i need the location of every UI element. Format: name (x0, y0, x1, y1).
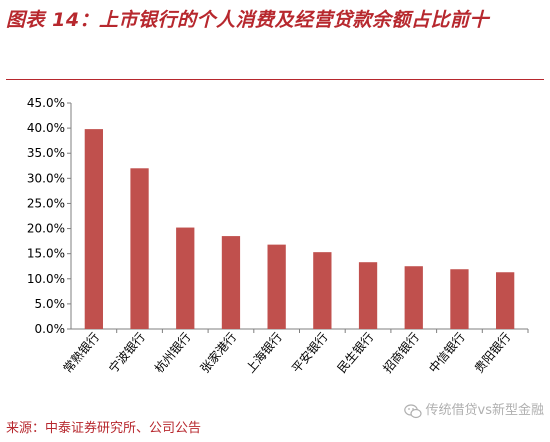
y-tick-label: 20.0% (27, 222, 65, 236)
watermark: 传统借贷vs新型金融 (403, 402, 544, 420)
bar-2 (130, 168, 149, 329)
x-tick-label: 中信银行 (425, 329, 467, 375)
bar-10 (496, 272, 515, 329)
x-tick-label: 杭州银行 (151, 329, 193, 375)
bar-4 (221, 236, 241, 329)
x-tick-label: 招商银行 (380, 329, 422, 375)
bar-chart: 0.0% 5.0% 10.0% 15.0% 20.0% 25.0% 30.0% 35.0% 40… (27, 96, 529, 376)
y-tick-label: 0.0% (35, 322, 66, 336)
bar-7 (358, 262, 378, 329)
x-tick-label: 常熟银行 (60, 329, 102, 375)
x-tick-label: 民生银行 (335, 330, 377, 376)
x-tick-label: 平安银行 (288, 329, 330, 375)
y-tick-label: 45.0% (27, 96, 65, 110)
bar-8 (404, 266, 423, 329)
y-tick-label: 25.0% (27, 196, 65, 210)
x-tick-label: 宁波银行 (105, 329, 147, 375)
y-tick-label: 15.0% (27, 247, 65, 261)
y-tick-label: 40.0% (27, 121, 65, 135)
wechat-icon (403, 403, 422, 418)
y-tick-label: 35.0% (27, 146, 65, 160)
title-divider (6, 79, 544, 80)
y-tick-label: 5.0% (35, 297, 66, 311)
figure-title: 图表 14：上市银行的个人消费及经营贷款余额占比前十 (6, 9, 490, 31)
y-tick-label: 10.0% (27, 272, 65, 286)
y-tick-label: 30.0% (27, 171, 65, 185)
watermark-text: 传统借贷vs新型金融 (425, 403, 544, 418)
chart-bars (84, 129, 515, 329)
bar-1 (84, 129, 103, 329)
x-tick-label: 张家港行 (197, 329, 239, 375)
bar-5 (267, 244, 286, 329)
bar-9 (450, 269, 469, 329)
bar-3 (176, 227, 195, 329)
x-tick-label: 上海银行 (243, 329, 285, 375)
source-note: 来源：中泰证券研究所、公司公告 (6, 421, 202, 436)
x-tick-label: 贵阳银行 (472, 330, 514, 376)
bar-6 (313, 252, 332, 329)
